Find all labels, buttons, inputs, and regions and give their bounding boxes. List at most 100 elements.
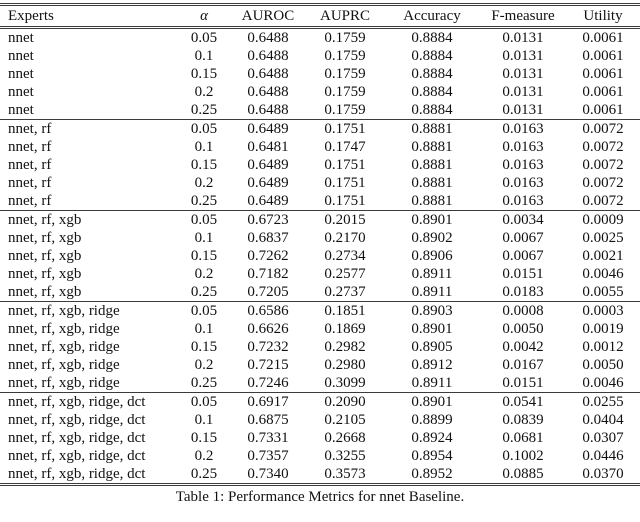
value-cell: 0.6489 xyxy=(247,157,289,173)
value-cell: 0.0151 xyxy=(502,375,544,391)
value-cell: 0.15 xyxy=(190,430,218,446)
value-cell: 0.2737 xyxy=(324,284,366,300)
value-cell: 0.1747 xyxy=(324,139,366,155)
table-row: nnet, rf, xgb, ridge 0.05 0.6586 0.1851 0.89… xyxy=(0,301,640,320)
experts-cell: nnet, rf, xgb, ridge, dct xyxy=(8,466,146,482)
value-cell: 0.0307 xyxy=(582,430,624,446)
table-row: nnet, rf, xgb, ridge, dct 0.05 0.6917 0.209… xyxy=(0,392,640,411)
value-cell: 0.2980 xyxy=(324,357,366,373)
experts-cell: nnet, rf, xgb, ridge, dct xyxy=(0,392,178,411)
table-row: nnet, rf, xgb 0.25 0.7205 0.2737 0.8911 0.018… xyxy=(0,283,640,302)
value-cell: 0.8881 xyxy=(411,139,453,155)
value-cell: 0.0131 xyxy=(502,48,544,64)
table-row: nnet, rf, xgb 0.15 0.7262 0.2734 0.8906 0.006… xyxy=(0,247,640,265)
value-cell: 0.0404 xyxy=(582,412,624,428)
value-cell: 0.0061 xyxy=(582,30,624,46)
value-cell: 0.6626 xyxy=(247,321,289,337)
experts-cell: nnet, rf xyxy=(8,157,52,173)
value-cell: 0.0163 xyxy=(502,175,544,191)
experts-cell: nnet xyxy=(8,102,34,118)
value-cell: 0.1851 xyxy=(306,301,384,320)
value-cell: 0.3099 xyxy=(324,375,366,391)
value-cell: 0.8901 xyxy=(384,392,480,411)
table-row: nnet 0.15 0.6488 0.1759 0.8884 0.0131 0.0061 xyxy=(0,65,640,83)
value-cell: 0.0072 xyxy=(582,175,624,191)
value-cell: 0.25 xyxy=(190,284,218,300)
value-cell: 0.1 xyxy=(194,321,214,337)
value-cell: 0.0061 xyxy=(582,84,624,100)
value-cell: 0.2 xyxy=(194,84,214,100)
table-row: nnet, rf 0.2 0.6489 0.1751 0.8881 0.0163 0.007… xyxy=(0,174,640,192)
value-cell: 0.0072 xyxy=(566,119,640,138)
value-cell: 0.0034 xyxy=(480,210,566,229)
column-header-auroc: AUROC xyxy=(230,4,306,29)
table-row: nnet, rf, xgb, ridge, dct 0.1 0.6875 0.2105… xyxy=(0,411,640,429)
value-cell: 0.0021 xyxy=(582,248,624,264)
value-cell: 0.2170 xyxy=(324,230,366,246)
value-cell: 0.8881 xyxy=(411,175,453,191)
table-row: nnet, rf 0.25 0.6489 0.1751 0.8881 0.0163 0.00… xyxy=(0,192,640,211)
value-cell: 0.0067 xyxy=(502,248,544,264)
column-header-accuracy: Accuracy xyxy=(384,4,480,29)
value-cell: 0.7182 xyxy=(247,266,289,282)
value-cell: 0.25 xyxy=(190,375,218,391)
value-cell: 0.7246 xyxy=(247,375,289,391)
value-cell: 0.8881 xyxy=(384,119,480,138)
table-row: nnet, rf, xgb, ridge, dct 0.25 0.7340 0.357… xyxy=(0,465,640,485)
performance-metrics-table: Experts α AUROC AUPRC Accuracy F-measure Utili… xyxy=(0,3,640,486)
value-cell: 0.2668 xyxy=(324,430,366,446)
experts-cell: nnet, rf, xgb, ridge, dct xyxy=(8,448,146,464)
value-cell: 0.7331 xyxy=(247,430,289,446)
value-cell: 0.2 xyxy=(194,448,214,464)
value-cell: 0.2015 xyxy=(306,210,384,229)
value-cell: 0.8911 xyxy=(411,284,453,300)
value-cell: 0.0061 xyxy=(582,102,624,118)
value-cell: 0.0072 xyxy=(582,139,624,155)
value-cell: 0.2734 xyxy=(324,248,366,264)
experts-cell: nnet, rf, xgb, ridge, dct xyxy=(8,430,146,446)
value-cell: 0.0019 xyxy=(582,321,624,337)
value-cell: 0.6723 xyxy=(230,210,306,229)
value-cell: 0.0003 xyxy=(566,301,640,320)
experts-cell: nnet, rf xyxy=(8,139,52,155)
value-cell: 0.1759 xyxy=(324,30,366,46)
value-cell: 0.8884 xyxy=(411,48,453,64)
table-row: nnet, rf 0.05 0.6489 0.1751 0.8881 0.0163 0.00… xyxy=(0,119,640,138)
value-cell: 0.05 xyxy=(178,119,230,138)
value-cell: 0.2 xyxy=(194,175,214,191)
experts-cell: nnet, rf, xgb xyxy=(8,284,82,300)
column-header-utility: Utility xyxy=(566,4,640,29)
value-cell: 0.15 xyxy=(190,66,218,82)
value-cell: 0.2105 xyxy=(324,412,366,428)
table-row: nnet, rf, xgb, ridge 0.1 0.6626 0.1869 0.890… xyxy=(0,320,640,338)
value-cell: 0.7340 xyxy=(247,466,289,482)
value-cell: 0.8954 xyxy=(411,448,453,464)
experts-cell: nnet xyxy=(8,84,34,100)
column-header-alpha: α xyxy=(178,4,230,29)
value-cell: 0.0541 xyxy=(480,392,566,411)
value-cell: 0.15 xyxy=(190,157,218,173)
table-row: nnet 0.05 0.6488 0.1759 0.8884 0.0131 0.0061 xyxy=(0,28,640,48)
value-cell: 0.25 xyxy=(190,466,218,482)
value-cell: 0.8899 xyxy=(411,412,453,428)
value-cell: 0.1751 xyxy=(324,175,366,191)
value-cell: 0.8911 xyxy=(411,266,453,282)
table-row: nnet 0.2 0.6488 0.1759 0.8884 0.0131 0.0061 xyxy=(0,83,640,101)
value-cell: 0.25 xyxy=(190,102,218,118)
value-cell: 0.0072 xyxy=(582,193,624,209)
value-cell: 0.1 xyxy=(194,230,214,246)
experts-cell: nnet, rf, xgb, ridge xyxy=(8,321,120,337)
value-cell: 0.0067 xyxy=(502,230,544,246)
value-cell: 0.0163 xyxy=(502,193,544,209)
value-cell: 0.05 xyxy=(178,210,230,229)
value-cell: 0.7262 xyxy=(247,248,289,264)
value-cell: 0.0025 xyxy=(582,230,624,246)
value-cell: 0.0061 xyxy=(582,48,624,64)
experts-cell: nnet, rf, xgb xyxy=(0,210,178,229)
value-cell: 0.8906 xyxy=(411,248,453,264)
value-cell: 0.1 xyxy=(194,412,214,428)
value-cell: 0.6488 xyxy=(247,30,289,46)
table-caption: Table 1: Performance Metrics for nnet Ba… xyxy=(175,489,465,505)
value-cell: 0.25 xyxy=(190,193,218,209)
